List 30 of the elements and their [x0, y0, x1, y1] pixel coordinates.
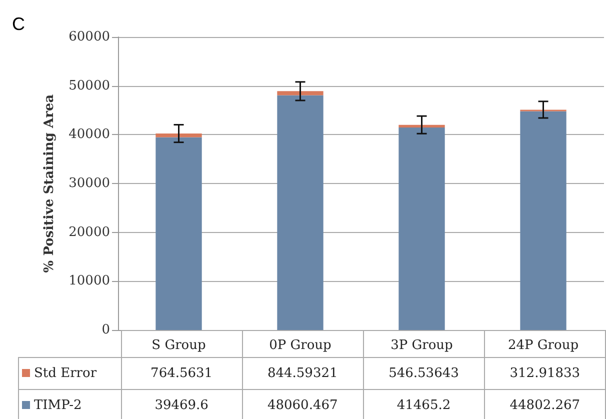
data-label: 312.91833	[484, 358, 606, 390]
y-tick-label: 30000	[68, 176, 110, 191]
x-tick-label: 0P Group	[269, 338, 332, 353]
x-tick-label: 24P Group	[508, 338, 579, 353]
bar	[398, 124, 445, 128]
y-tick-label: 50000	[68, 78, 110, 94]
data-label: 48060.467	[242, 390, 364, 419]
bar	[398, 128, 445, 330]
bar	[156, 137, 202, 330]
y-tick-label: 10000	[68, 274, 110, 289]
y-tick-label: 0	[102, 322, 110, 338]
x-tick-label: S Group	[152, 338, 206, 353]
legend-label: Std Error	[18, 358, 122, 390]
bar	[277, 95, 324, 330]
y-tick-label: 60000	[68, 30, 110, 44]
data-label: 39469.6	[121, 390, 242, 419]
y-axis-title: % Positive Staining Area	[42, 94, 57, 273]
data-label: 844.59321	[242, 358, 364, 390]
bar	[520, 111, 566, 330]
data-label: 41465.2	[363, 390, 484, 419]
data-label: 44802.267	[484, 390, 606, 419]
legend-label: TIMP-2	[18, 390, 122, 419]
y-tick-label: 40000	[68, 127, 110, 142]
bar	[277, 91, 324, 96]
data-label: 546.53643	[363, 358, 484, 390]
bar	[156, 134, 202, 138]
y-tick-label: 20000	[68, 224, 110, 240]
text: C	[12, 14, 25, 35]
data-label: 764.5631	[121, 358, 242, 390]
x-tick-label: 3P Group	[390, 338, 453, 353]
